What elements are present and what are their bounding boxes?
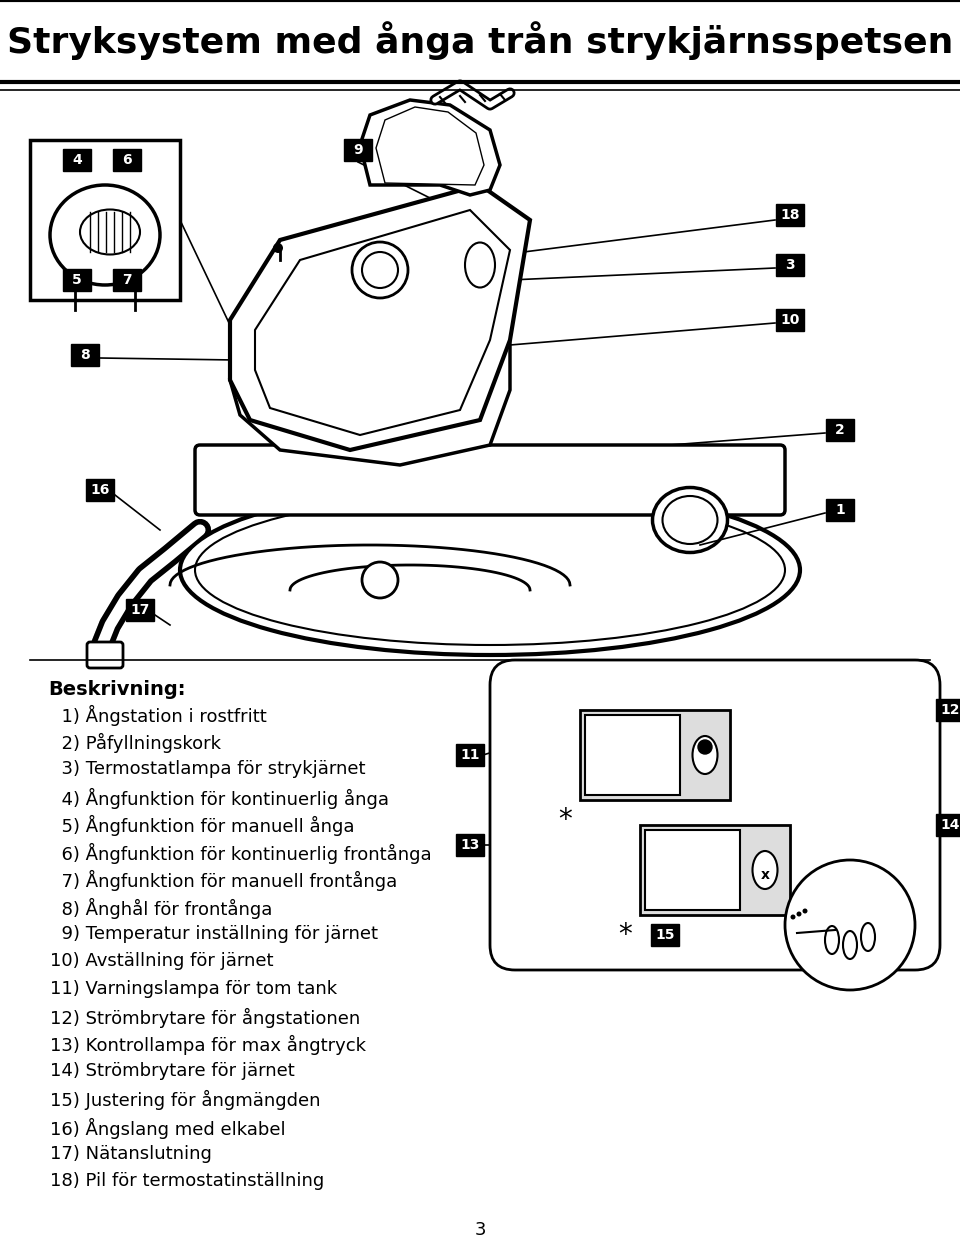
Circle shape (790, 915, 796, 920)
Text: 6) Ångfunktion för kontinuerlig frontånga: 6) Ångfunktion för kontinuerlig frontång… (50, 842, 432, 863)
FancyBboxPatch shape (456, 744, 484, 766)
FancyBboxPatch shape (490, 660, 940, 970)
Text: 15: 15 (656, 927, 675, 943)
Text: 5) Ångfunktion för manuell ånga: 5) Ångfunktion för manuell ånga (50, 814, 354, 836)
Circle shape (273, 243, 283, 254)
Text: 1) Ångstation i rostfritt: 1) Ångstation i rostfritt (50, 705, 267, 727)
Text: 11: 11 (460, 748, 480, 762)
Text: 14) Strömbrytare för järnet: 14) Strömbrytare för järnet (50, 1063, 295, 1081)
Text: 17: 17 (131, 602, 150, 617)
FancyBboxPatch shape (63, 269, 91, 291)
FancyBboxPatch shape (776, 205, 804, 226)
Ellipse shape (753, 851, 778, 889)
Text: 17) Nätanslutning: 17) Nätanslutning (50, 1145, 212, 1163)
FancyBboxPatch shape (826, 499, 854, 521)
Text: 3: 3 (785, 259, 795, 272)
FancyBboxPatch shape (71, 344, 99, 366)
Text: 7) Ångfunktion för manuell frontånga: 7) Ångfunktion för manuell frontånga (50, 870, 397, 891)
Text: 3) Termostatlampa för strykjärnet: 3) Termostatlampa för strykjärnet (50, 761, 366, 778)
Polygon shape (376, 107, 484, 184)
Circle shape (803, 909, 807, 914)
Text: 16: 16 (90, 483, 109, 497)
Text: x: x (760, 868, 770, 882)
Text: 9: 9 (353, 143, 363, 157)
Ellipse shape (843, 931, 857, 959)
Text: 13: 13 (460, 838, 480, 852)
Text: Beskrivning:: Beskrivning: (48, 680, 185, 699)
Ellipse shape (195, 494, 785, 645)
Polygon shape (255, 210, 510, 435)
Text: 14: 14 (940, 818, 960, 832)
Ellipse shape (80, 210, 140, 255)
Circle shape (797, 911, 802, 916)
FancyBboxPatch shape (580, 710, 730, 799)
Text: 18: 18 (780, 208, 800, 222)
FancyBboxPatch shape (195, 446, 785, 515)
Circle shape (352, 242, 408, 297)
Polygon shape (230, 340, 510, 466)
FancyBboxPatch shape (585, 715, 680, 794)
Ellipse shape (692, 735, 717, 774)
Ellipse shape (662, 496, 717, 543)
Ellipse shape (180, 484, 800, 655)
FancyBboxPatch shape (640, 825, 790, 915)
Text: Stryksystem med ånga trån strykjärnsspetsen: Stryksystem med ånga trån strykjärnsspet… (7, 21, 953, 60)
Text: 12) Strömbrytare för ångstationen: 12) Strömbrytare för ångstationen (50, 1008, 360, 1028)
FancyBboxPatch shape (113, 149, 141, 171)
FancyBboxPatch shape (645, 830, 740, 910)
FancyBboxPatch shape (126, 599, 154, 621)
Text: 10) Avställning för järnet: 10) Avställning för järnet (50, 953, 274, 970)
Circle shape (785, 860, 915, 990)
Text: 16) Ångslang med elkabel: 16) Ångslang med elkabel (50, 1117, 286, 1138)
Bar (500, 670, 930, 960)
Circle shape (362, 252, 398, 287)
Text: 13) Kontrollampa för max ångtryck: 13) Kontrollampa för max ångtryck (50, 1035, 366, 1055)
FancyBboxPatch shape (63, 149, 91, 171)
Polygon shape (230, 184, 530, 451)
Text: 3: 3 (474, 1221, 486, 1239)
FancyBboxPatch shape (776, 254, 804, 276)
Polygon shape (360, 100, 500, 195)
FancyBboxPatch shape (826, 419, 854, 441)
FancyBboxPatch shape (936, 699, 960, 722)
Text: 6: 6 (122, 153, 132, 167)
Text: 7: 7 (122, 274, 132, 287)
Text: 11) Varningslampa för tom tank: 11) Varningslampa för tom tank (50, 980, 337, 998)
Bar (30, 141, 180, 300)
Text: 12: 12 (940, 703, 960, 717)
Ellipse shape (50, 184, 160, 285)
FancyBboxPatch shape (113, 269, 141, 291)
Ellipse shape (465, 242, 495, 287)
Text: *: * (558, 806, 572, 835)
FancyBboxPatch shape (651, 924, 679, 946)
Text: 4: 4 (72, 153, 82, 167)
Text: 4) Ångfunktion för kontinuerlig ånga: 4) Ångfunktion för kontinuerlig ånga (50, 787, 389, 808)
Ellipse shape (653, 487, 728, 552)
Text: 2: 2 (835, 423, 845, 437)
Text: 1: 1 (835, 503, 845, 517)
FancyBboxPatch shape (456, 835, 484, 856)
FancyBboxPatch shape (86, 479, 114, 501)
Ellipse shape (861, 922, 875, 951)
FancyBboxPatch shape (936, 814, 960, 836)
Text: 10: 10 (780, 312, 800, 328)
Text: *: * (618, 921, 632, 949)
Text: 8: 8 (80, 348, 90, 361)
Text: 8) Ånghål för frontånga: 8) Ånghål för frontånga (50, 897, 273, 919)
Circle shape (362, 562, 398, 597)
Text: 18) Pil för termostatinställning: 18) Pil för termostatinställning (50, 1172, 324, 1191)
Text: 15) Justering för ångmängden: 15) Justering för ångmängden (50, 1091, 321, 1111)
Text: 5: 5 (72, 274, 82, 287)
Text: 2) Påfyllningskork: 2) Påfyllningskork (50, 733, 221, 753)
Ellipse shape (825, 926, 839, 954)
Circle shape (698, 740, 712, 754)
FancyBboxPatch shape (776, 309, 804, 331)
Text: 9) Temperatur inställning för järnet: 9) Temperatur inställning för järnet (50, 925, 378, 943)
FancyBboxPatch shape (344, 139, 372, 161)
FancyBboxPatch shape (87, 643, 123, 668)
